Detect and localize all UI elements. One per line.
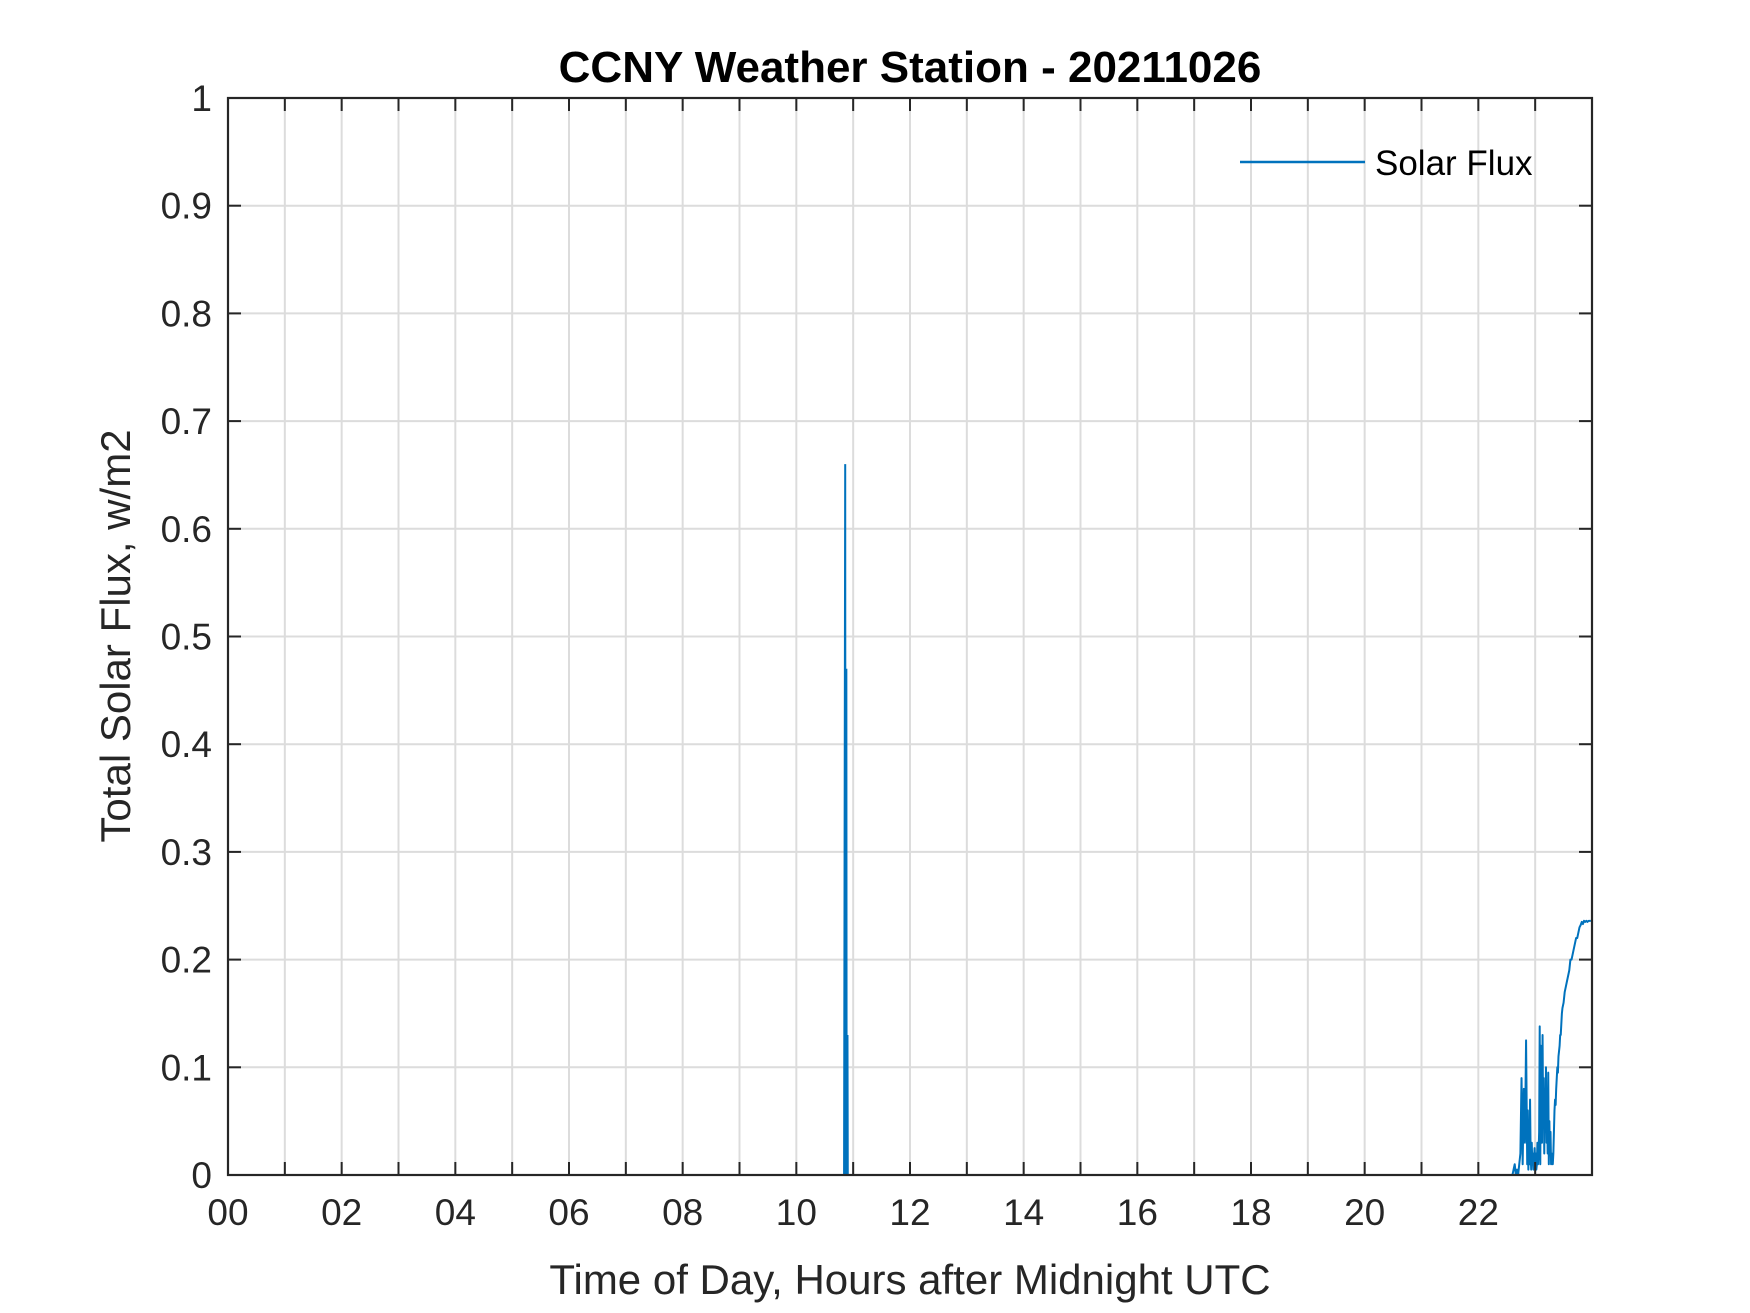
- chart-title: CCNY Weather Station - 20211026: [559, 43, 1262, 92]
- legend-label: Solar Flux: [1375, 144, 1533, 183]
- x-tick-label: 22: [1458, 1192, 1499, 1233]
- y-tick-label: 0.9: [161, 186, 212, 227]
- series-line-spike: [843, 464, 849, 1176]
- y-tick-label: 0.4: [161, 724, 212, 765]
- x-tick-label: 16: [1117, 1192, 1158, 1233]
- y-tick-label: 0.7: [161, 401, 212, 442]
- y-tick-label: 0.2: [161, 940, 212, 981]
- y-tick-label: 0.6: [161, 509, 212, 550]
- y-tick-label: 0.5: [161, 617, 212, 658]
- x-tick-label: 20: [1344, 1192, 1385, 1233]
- legend: Solar Flux: [1240, 144, 1533, 183]
- series-layer: [843, 464, 1591, 1176]
- y-tick-label: 0: [191, 1155, 212, 1196]
- x-tick-label: 14: [1003, 1192, 1044, 1233]
- x-tick-label: 04: [435, 1192, 476, 1233]
- x-axis-label: Time of Day, Hours after Midnight UTC: [549, 1256, 1270, 1303]
- y-axis-label: Total Solar Flux, w/m2: [92, 429, 139, 842]
- x-tick-label: 12: [889, 1192, 930, 1233]
- x-tick-label: 06: [548, 1192, 589, 1233]
- y-tick-label: 0.8: [161, 293, 212, 334]
- y-tick-label: 0.1: [161, 1047, 212, 1088]
- series-line-main: [1466, 919, 1591, 1176]
- x-tick-label: 10: [776, 1192, 817, 1233]
- x-tick-label: 08: [662, 1192, 703, 1233]
- tick-labels: 00 02 04 06 08 10 12 14 16 18 20 22 0 0.1 0.2 0.3 0.4 0.5…: [161, 78, 1499, 1233]
- x-tick-label: 00: [207, 1192, 248, 1233]
- y-tick-label: 1: [191, 78, 212, 119]
- x-tick-label: 18: [1230, 1192, 1271, 1233]
- ticks: [227, 97, 1592, 1176]
- x-tick-label: 02: [321, 1192, 362, 1233]
- y-tick-label: 0.3: [161, 832, 212, 873]
- grid: [228, 98, 1592, 1175]
